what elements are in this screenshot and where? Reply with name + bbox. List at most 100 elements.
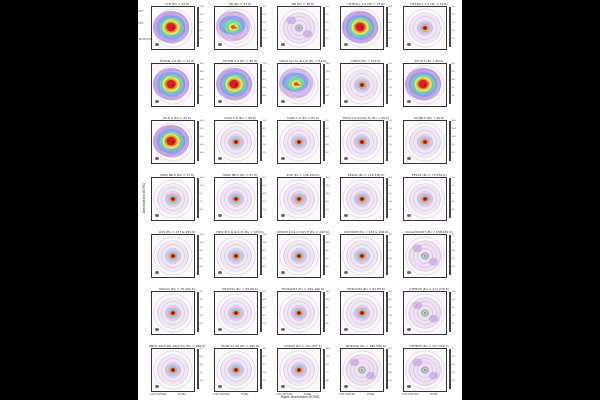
beam-ellipse xyxy=(281,271,285,274)
beam-ellipse xyxy=(407,328,411,331)
colorbar-ticks: 4.8 4.0 3.2 2.4 1.6 xyxy=(389,291,397,333)
colorbar-tick-label: 10.0 xyxy=(262,242,267,244)
map-panel: HNCO 16(0,16)-15(0,15) (Eu = 186 K) 8.0 6.… xyxy=(148,344,206,392)
emission-map xyxy=(403,291,447,335)
colorbar-tick-label: 10.0 xyxy=(199,242,204,244)
emission-map xyxy=(151,348,195,392)
emission-map xyxy=(403,6,447,50)
y-tick-label: 53.0" xyxy=(138,22,144,25)
colorbar-tick-label: 4.8 xyxy=(262,348,266,350)
map-panel: OCS (Eu = 237 & 254 K) 12.0 10.0 8.0 6.0 4.0 xyxy=(148,230,206,278)
colorbar-ticks: 4.8 4.0 3.2 2.4 1.6 xyxy=(389,234,397,276)
colorbar-tick-label: 2.4 xyxy=(262,22,266,24)
colorbar-tick-label: 0.4 xyxy=(199,323,203,325)
colorbar-tick-label: 2.8 xyxy=(388,120,392,122)
colorbar xyxy=(386,121,388,161)
colorbar-ticks: 1.4 1.2 1.0 0.8 0.6 xyxy=(326,6,334,48)
emission-map-graphic xyxy=(405,8,445,48)
emission-map-graphic xyxy=(342,179,382,219)
colorbar xyxy=(323,64,325,104)
emission-map-graphic xyxy=(153,293,193,333)
beam-ellipse xyxy=(344,271,348,274)
colorbar xyxy=(386,292,388,332)
colorbar xyxy=(449,178,451,218)
colorbar xyxy=(260,7,262,47)
colorbar-tick-label: 2.0 xyxy=(388,136,392,138)
map-panel: C2H5CN (Eu = 137-322 K) 1.2 1.0 0.8 0.6 0.4 xyxy=(400,344,458,392)
colorbar-tick-label: 6.0 xyxy=(451,152,455,154)
colorbar-tick-label: 2.5 xyxy=(388,71,392,73)
colorbar-tick-label: 9.6 xyxy=(325,79,329,81)
colorbar-tick-label: 6.4 xyxy=(199,356,203,358)
beam-ellipse xyxy=(344,100,348,103)
colorbar xyxy=(386,235,388,275)
colorbar-tick-label: 1.0 xyxy=(451,242,455,244)
colorbar-ticks: 8.0 6.4 4.8 3.2 1.6 xyxy=(200,348,208,390)
emission-map-graphic xyxy=(152,8,193,48)
colorbar-tick-label: 1.0 xyxy=(451,209,455,211)
panel-title: HNCO 16(0,16)-15(0,15) (Eu = 186 K) xyxy=(148,344,206,348)
colorbar-ticks: 8.0 6.4 4.8 3.2 1.6 xyxy=(263,177,271,219)
colorbar xyxy=(260,178,262,218)
colorbar-ticks: 1.2 1.0 0.8 0.6 0.4 xyxy=(452,348,460,390)
colorbar-tick-label: 1.8 xyxy=(262,30,266,32)
colorbar-tick-label: 2.8 xyxy=(451,291,455,293)
colorbar-ticks: 3.0 2.5 2.0 1.5 1.0 xyxy=(389,63,397,105)
colorbar-tick-label: 8.0 xyxy=(451,63,455,65)
colorbar-tick-label: 3.2 xyxy=(262,364,266,366)
colorbar-tick-label: 4.8 xyxy=(451,79,455,81)
colorbar-tick-label: 1.5 xyxy=(451,201,455,203)
colorbar xyxy=(260,292,262,332)
emission-map-graphic xyxy=(404,65,445,105)
colorbar-ticks: 2.8 2.4 2.0 1.6 1.2 xyxy=(389,120,397,162)
emission-map-graphic xyxy=(341,8,382,48)
colorbar-tick-label: 1.0 xyxy=(388,95,392,97)
beam-ellipse xyxy=(344,157,348,160)
x-tick-label: 25.80s xyxy=(241,393,249,396)
colorbar-tick-label: 3.2 xyxy=(262,201,266,203)
colorbar-tick-label: 0.4 xyxy=(451,380,455,382)
emission-map xyxy=(277,6,321,50)
colorbar-tick-label: 1.2 xyxy=(325,14,329,16)
map-panel: C2H5OH (Eu = 117-279 K) 2.8 2.4 2.0 1.6 1.2 xyxy=(400,287,458,335)
map-panel: HCOOCH3 (Eu = 150-190 K) 12.0 10.0 8.0 6.0 4.… xyxy=(274,287,332,335)
colorbar-tick-label: 0.8 xyxy=(325,30,329,32)
colorbar-tick-label: 4.8 xyxy=(199,364,203,366)
emission-map xyxy=(277,291,321,335)
emission-map-graphic xyxy=(279,350,319,390)
map-panel: SO2 (Eu = 136-200 K) 14.0 12.0 10.0 8.0 6.0 xyxy=(274,173,332,221)
colorbar-tick-label: 14.4 xyxy=(325,348,330,350)
beam-ellipse xyxy=(407,43,411,46)
colorbar-tick-label: 6.0 xyxy=(325,209,329,211)
emission-map xyxy=(214,234,258,278)
colorbar-ticks: 1.2 1.0 0.8 0.6 0.4 xyxy=(452,234,460,276)
emission-map xyxy=(277,120,321,164)
colorbar-tick-label: 6.4 xyxy=(451,71,455,73)
figure-page: CCH (Eu = 42 K) 12.0 10.0 8.0 6.0 4.0 CN (Eu =… xyxy=(138,0,462,400)
colorbar-tick-label: 8.0 xyxy=(262,79,266,81)
colorbar-tick-label: 3.2 xyxy=(325,152,329,154)
emission-map-graphic xyxy=(153,179,193,219)
colorbar-tick-label: 19.2 xyxy=(199,63,204,65)
emission-map xyxy=(214,177,258,221)
colorbar-ticks: 11.2 9.6 8.0 6.4 4.8 xyxy=(263,63,271,105)
colorbar-tick-label: 1.6 xyxy=(199,380,203,382)
colorbar xyxy=(197,349,199,389)
emission-map-graphic xyxy=(279,293,319,333)
emission-map-graphic xyxy=(216,122,256,162)
colorbar-tick-label: 1.2 xyxy=(451,22,455,24)
x-tick-label: 25.80s xyxy=(178,393,186,396)
colorbar-tick-label: 2.5 xyxy=(451,185,455,187)
colorbar-tick-label: 2.0 xyxy=(451,307,455,309)
emission-map-graphic xyxy=(216,293,256,333)
colorbar-tick-label: 34.0 xyxy=(199,120,204,122)
emission-map-graphic xyxy=(279,8,319,48)
emission-map-graphic xyxy=(216,350,256,390)
colorbar-tick-label: 1.5 xyxy=(451,14,455,16)
colorbar-tick-label: 4.8 xyxy=(262,299,266,301)
emission-map-graphic xyxy=(405,350,445,390)
map-panel: 34SO2 (Eu = 119-160 K) 4.8 4.0 3.2 2.4 1.6 xyxy=(337,173,395,221)
colorbar xyxy=(386,64,388,104)
emission-map-graphic xyxy=(279,179,319,219)
emission-map-graphic xyxy=(153,236,193,276)
